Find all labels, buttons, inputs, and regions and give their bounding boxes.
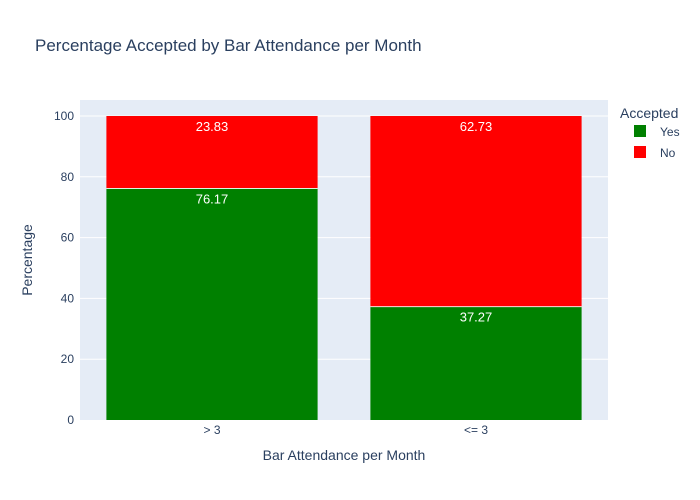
data-label: 62.73 [460, 119, 493, 134]
y-tick-label: 80 [61, 170, 75, 184]
x-tick-label: > 3 [203, 423, 220, 437]
legend: Accepted Yes No [620, 105, 680, 160]
data-label: 76.17 [196, 191, 229, 206]
legend-label: Yes [660, 125, 680, 139]
y-tick-label: 40 [61, 291, 75, 305]
bar-yes-1 [370, 306, 582, 420]
x-axis-ticks: > 3 <= 3 [203, 423, 488, 437]
y-tick-label: 60 [61, 231, 75, 245]
x-axis-label: Bar Attendance per Month [263, 447, 426, 463]
bar-no-1 [370, 116, 582, 307]
legend-label: No [660, 146, 676, 160]
data-labels: 76.17 23.83 37.27 62.73 [196, 119, 493, 325]
y-axis-label: Percentage [19, 224, 35, 296]
legend-items: Yes No [634, 125, 680, 160]
bar-no-0 [106, 116, 318, 189]
y-tick-label: 20 [61, 352, 75, 366]
data-label: 37.27 [460, 310, 493, 325]
bar-yes-0 [106, 188, 318, 420]
y-tick-label: 100 [54, 109, 74, 123]
data-label: 23.83 [196, 119, 229, 134]
bars [106, 116, 582, 420]
chart-title: Percentage Accepted by Bar Attendance pe… [35, 36, 422, 55]
y-axis-ticks: 0 20 40 60 80 100 [54, 109, 74, 427]
y-tick-label: 0 [67, 413, 74, 427]
x-tick-label: <= 3 [464, 423, 488, 437]
legend-swatch-yes [634, 125, 646, 137]
legend-swatch-no [634, 146, 646, 158]
legend-title: Accepted [620, 105, 678, 121]
